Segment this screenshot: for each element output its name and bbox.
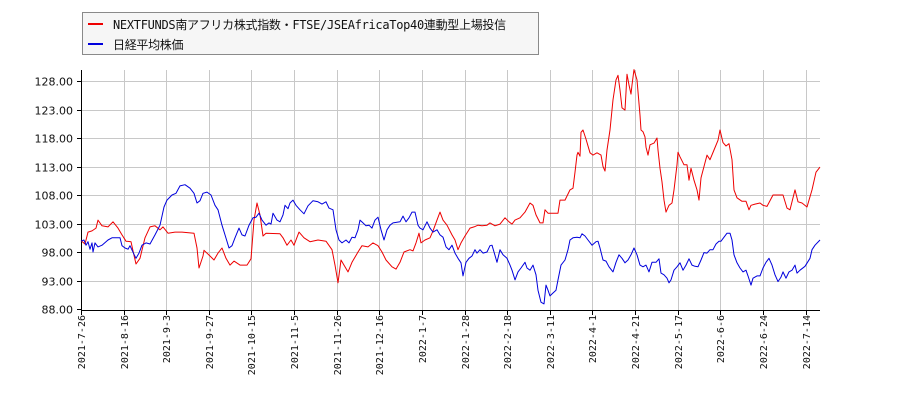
x-tick-label: 2022-6-24 [759, 315, 770, 369]
legend: NEXTFUNDS南アフリカ株式指数・FTSE/JSEAfricaTop40連動… [82, 12, 539, 55]
x-tick-label: 2021-11-5 [290, 315, 301, 369]
y-tick-label: 88.00 [42, 304, 74, 317]
x-tick-label: 2022-5-17 [674, 315, 685, 369]
x-tick-label: 2022-3-11 [546, 315, 557, 369]
gridlines [81, 70, 820, 310]
x-tick-label: 2022-4-1 [588, 315, 599, 363]
x-tick-label: 2022-2-18 [503, 315, 514, 369]
x-tick-label: 2022-6-6 [716, 315, 727, 363]
y-tick-label: 93.00 [42, 276, 74, 289]
y-tick-label: 113.00 [35, 162, 74, 175]
series-line-nikkei [80, 184, 821, 305]
x-tick-label: 2022-4-21 [631, 315, 642, 369]
series-line-nextfunds [80, 69, 821, 284]
y-tick-label: 103.00 [35, 219, 74, 232]
x-tick-label: 2021-11-26 [333, 315, 344, 375]
x-axis-ticks: 2021-7-26 2021-8-16 2021-9-3 2021-9-27 2021-… [77, 310, 813, 375]
x-tick-label: 2022-7-14 [802, 315, 813, 369]
x-tick-label: 2021-9-27 [205, 315, 216, 369]
x-tick-label: 2022-1-28 [461, 315, 472, 369]
y-tick-label: 98.00 [42, 247, 74, 260]
x-tick-label: 2022-1-7 [418, 315, 429, 363]
x-tick-label: 2021-10-15 [247, 315, 258, 375]
legend-label: NEXTFUNDS南アフリカ株式指数・FTSE/JSEAfricaTop40連動… [113, 18, 506, 32]
x-tick-label: 2021-9-3 [162, 315, 173, 363]
axes [81, 70, 820, 311]
x-tick-label: 2021-12-16 [375, 315, 386, 375]
y-axis-ticks: 88.00 93.00 98.00 103.00 108.00 113.00 118.00 1… [35, 76, 81, 317]
x-tick-label: 2021-7-26 [77, 315, 88, 369]
series-lines [80, 69, 821, 305]
legend-label: 日経平均株価 [113, 38, 184, 52]
y-tick-label: 123.00 [35, 105, 74, 118]
y-tick-label: 118.00 [35, 133, 74, 146]
y-tick-label: 128.00 [35, 76, 74, 89]
legend-swatch-blue [88, 43, 103, 45]
legend-swatch-red [88, 23, 103, 25]
x-tick-label: 2021-8-16 [120, 315, 131, 369]
y-tick-label: 108.00 [35, 190, 74, 203]
